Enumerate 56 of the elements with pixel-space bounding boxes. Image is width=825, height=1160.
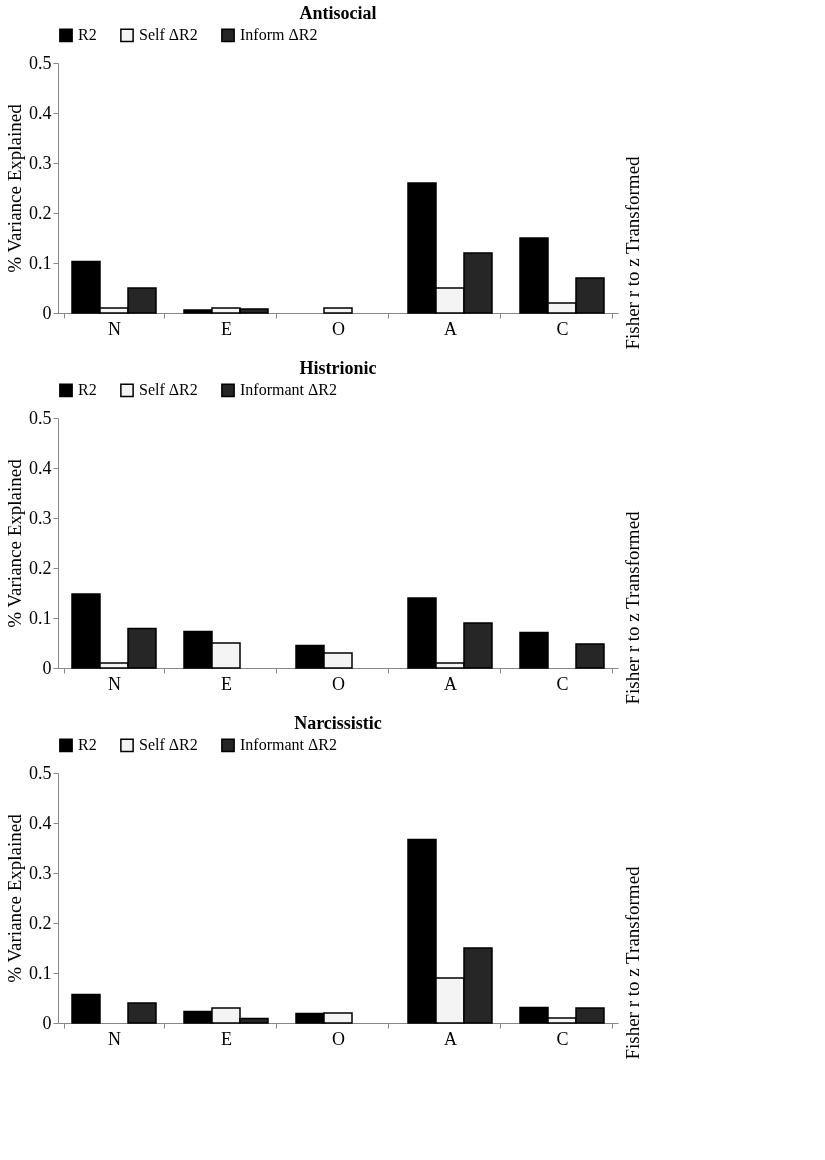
y-tick-label: 0.3 xyxy=(29,152,52,173)
y-tick-label: 0.4 xyxy=(29,457,52,478)
y-tick-label: 0.1 xyxy=(29,607,52,628)
legend-label: Self ΔR2 xyxy=(139,381,198,399)
chart-title: Histrionic xyxy=(299,358,377,378)
y-tick-label: 0.2 xyxy=(29,912,52,933)
legend-label: R2 xyxy=(78,26,97,44)
legend-label: Inform ΔR2 xyxy=(240,26,318,44)
x-tick-label: C xyxy=(556,318,569,339)
x-tick-label: A xyxy=(444,673,457,694)
x-tick-label: A xyxy=(444,1028,457,1049)
y-axis-title: % Variance Explained xyxy=(4,103,25,273)
y-tick-label: 0.3 xyxy=(29,507,52,528)
y-tick-label: 0 xyxy=(42,302,52,323)
y2-axis-title: Fisher r to z Transformed xyxy=(622,865,643,1060)
x-tick-label: O xyxy=(332,673,345,694)
y-tick-label: 0.5 xyxy=(29,762,52,783)
bar xyxy=(71,993,101,1024)
y-tick-label: 0.1 xyxy=(29,252,52,273)
y-tick-label: 0.4 xyxy=(29,102,52,123)
x-tick-label: C xyxy=(556,673,569,694)
y-tick-label: 0 xyxy=(42,1012,52,1033)
x-tick-label: O xyxy=(332,1028,345,1049)
y2-axis-title: Fisher r to z Transformed xyxy=(622,155,643,350)
bar xyxy=(519,631,549,669)
x-tick-label: C xyxy=(556,1028,569,1049)
x-tick-label: E xyxy=(221,318,232,339)
x-tick-label: N xyxy=(108,318,121,339)
y2-axis-title: Fisher r to z Transformed xyxy=(622,510,643,705)
x-tick-label: E xyxy=(221,673,232,694)
legend-label: Self ΔR2 xyxy=(139,736,198,754)
chart-title: Narcissistic xyxy=(294,713,382,733)
y-tick-label: 0.2 xyxy=(29,557,52,578)
chart-title: Antisocial xyxy=(299,3,377,23)
y-tick-label: 0.4 xyxy=(29,812,52,833)
x-tick-label: N xyxy=(108,1028,121,1049)
bar xyxy=(323,307,353,314)
legend-label: R2 xyxy=(78,736,97,754)
y-tick-label: 0.5 xyxy=(29,407,52,428)
y-tick-label: 0 xyxy=(42,657,52,678)
y-axis-title: % Variance Explained xyxy=(4,458,25,628)
bar xyxy=(575,643,605,669)
bar xyxy=(127,1002,157,1024)
legend-label: Informant ΔR2 xyxy=(240,381,337,399)
y-tick-label: 0.2 xyxy=(29,202,52,223)
x-tick-label: N xyxy=(108,673,121,694)
x-tick-label: O xyxy=(332,318,345,339)
legend-label: Informant ΔR2 xyxy=(240,736,337,754)
y-axis-title: % Variance Explained xyxy=(4,813,25,983)
legend-label: Self ΔR2 xyxy=(139,26,198,44)
y-tick-label: 0.1 xyxy=(29,962,52,983)
x-tick-label: E xyxy=(221,1028,232,1049)
y-tick-label: 0.5 xyxy=(29,52,52,73)
y-tick-label: 0.3 xyxy=(29,862,52,883)
legend-label: R2 xyxy=(78,381,97,399)
x-tick-label: A xyxy=(444,318,457,339)
